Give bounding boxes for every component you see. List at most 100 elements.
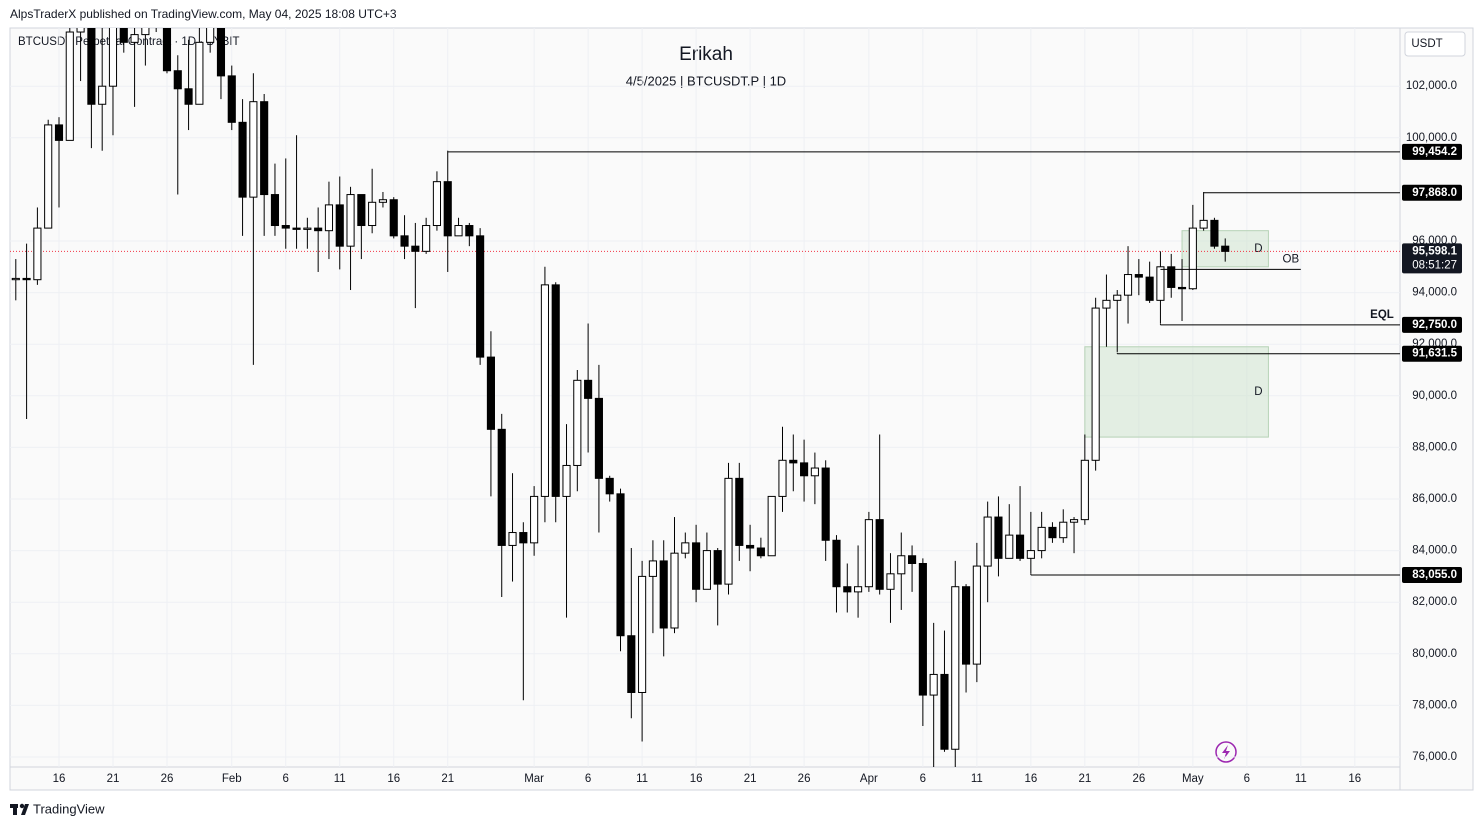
- candle-body: [1069, 519, 1079, 523]
- candle-body: [1210, 219, 1219, 247]
- candle-body: [314, 227, 323, 232]
- publisher: AlpsTraderX published on TradingView.com…: [10, 7, 397, 21]
- x-tick-label: 16: [1348, 773, 1361, 785]
- candle-body: [1102, 299, 1111, 309]
- candle-body: [119, 28, 128, 43]
- x-tick-label: 21: [1078, 773, 1091, 785]
- candle-body: [98, 85, 107, 105]
- x-tick-label: 26: [1132, 773, 1145, 785]
- x-tick-label: May: [1182, 773, 1204, 785]
- candle-body: [335, 204, 344, 247]
- x-tick-label: 16: [53, 773, 66, 785]
- last-price-box: [1402, 243, 1462, 274]
- x-tick-label: Mar: [524, 773, 544, 785]
- candle-body: [519, 532, 528, 544]
- x-tick-label: 6: [283, 773, 289, 785]
- chart-subtitle: 4/5/2025 | BTCUSDT.P | 1D: [626, 73, 786, 88]
- candle-body: [411, 245, 420, 252]
- candle-body: [173, 70, 182, 90]
- candle-body: [346, 194, 355, 247]
- candle-body: [260, 101, 269, 196]
- candle-body: [821, 467, 830, 541]
- candle-body: [422, 225, 431, 252]
- candle-body: [1145, 276, 1154, 301]
- level-label: 91,631.5: [1412, 348, 1457, 360]
- candle-body: [1015, 534, 1025, 559]
- zone-tag: D: [1254, 243, 1262, 255]
- plot-area: D D OB EQL: [10, 28, 1400, 767]
- level-label-box: [1402, 316, 1462, 333]
- candle-body: [238, 121, 247, 198]
- candle-body: [44, 124, 53, 229]
- candle-body: [227, 75, 236, 123]
- candle-body: [1134, 274, 1143, 278]
- candle-body: [216, 28, 226, 77]
- x-tick-label: 16: [387, 773, 400, 785]
- level-label-box: [1402, 143, 1462, 160]
- y-tick-label: 82,000.0: [1412, 596, 1457, 608]
- candle-body: [1113, 294, 1122, 301]
- candle-body: [508, 532, 517, 546]
- y-tick-label: 76,000.0: [1412, 751, 1457, 763]
- candle-body: [908, 555, 917, 564]
- candle-body: [22, 277, 31, 281]
- candle-body: [681, 542, 690, 554]
- countdown: 08:51:27: [1412, 259, 1457, 271]
- candle-body: [11, 277, 20, 281]
- candle-body: [33, 227, 42, 281]
- candle-body: [800, 462, 809, 477]
- candle-body: [648, 560, 657, 577]
- candle-body: [562, 464, 571, 497]
- x-tick-label: 6: [1244, 773, 1250, 785]
- candle-body: [854, 586, 863, 593]
- candle-body: [940, 673, 949, 750]
- alert-icon[interactable]: [1215, 741, 1237, 763]
- candle-body: [292, 227, 301, 230]
- candle-body: [1123, 274, 1133, 296]
- candle-body: [864, 519, 873, 588]
- brand-logo: [10, 803, 29, 815]
- candle-body: [497, 428, 506, 546]
- candle-body: [767, 495, 776, 557]
- candle-body: [443, 181, 452, 237]
- alert-icon-bolt: [1222, 745, 1230, 759]
- x-tick-label: 26: [161, 773, 174, 785]
- candle-body: [886, 573, 895, 590]
- candle-body: [724, 477, 733, 585]
- level-label-box: [1402, 345, 1462, 362]
- candle-body: [1091, 307, 1100, 461]
- candle-body: [65, 31, 74, 141]
- candle-body: [983, 516, 992, 567]
- candle-body: [530, 495, 539, 544]
- candle-body: [627, 635, 636, 693]
- candle-body: [1059, 521, 1068, 539]
- candle-body: [303, 227, 312, 230]
- candle-body: [454, 225, 463, 237]
- x-tick-label: 11: [1295, 773, 1307, 785]
- candle-body: [843, 586, 852, 593]
- candle-body: [692, 542, 701, 590]
- candle-body: [713, 550, 722, 585]
- candle-body: [357, 194, 366, 227]
- candle-body: [702, 550, 711, 590]
- x-tick-label: Apr: [860, 773, 878, 785]
- candle-body: [540, 284, 549, 497]
- candle-body: [961, 586, 971, 665]
- level-label-box: [1402, 184, 1462, 201]
- candle-body: [616, 493, 625, 637]
- y-tick-label: 84,000.0: [1412, 545, 1457, 557]
- currency-box[interactable]: [1404, 31, 1466, 57]
- candle-body: [1005, 534, 1014, 559]
- candle-body: [638, 575, 647, 693]
- currency[interactable]: USDT: [1411, 38, 1442, 50]
- x-tick-label: 16: [690, 773, 703, 785]
- candle-body: [746, 544, 755, 549]
- candle-body: [994, 516, 1003, 559]
- candle-body: [486, 356, 495, 430]
- candle-body: [972, 565, 981, 665]
- x-tick-label: 11: [334, 773, 346, 785]
- candle-body: [929, 673, 938, 696]
- candle-body: [605, 477, 614, 495]
- candle-body: [368, 201, 377, 227]
- x-tick-label: Feb: [222, 773, 242, 785]
